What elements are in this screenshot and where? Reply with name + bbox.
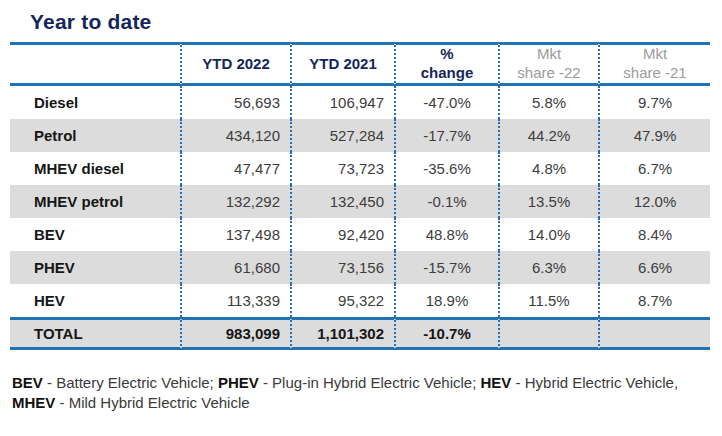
cell-ytd2022: 434,120 (180, 119, 290, 152)
cell-share22: 6.3% (498, 251, 598, 284)
cell-ytd2022: 113,339 (180, 284, 290, 317)
cell-ytd2021: 527,284 (290, 119, 394, 152)
footnote-text: - Battery Electric Vehicle; (43, 374, 218, 391)
cell-change: -17.7% (394, 119, 498, 152)
table-row: PHEV61,68073,156-15.7%6.3%6.6% (10, 251, 710, 284)
footnote-text: - Plug-in Hybrid Electric Vehicle; (259, 374, 481, 391)
header-mkt-share-22: Mkt share -22 (498, 42, 598, 86)
footnote-text: - Mild Hybrid Electric Vehicle (55, 394, 249, 411)
cell-share22: 5.8% (498, 86, 598, 119)
cell-ytd2021: 106,947 (290, 86, 394, 119)
ytd-table: YTD 2022 YTD 2021 % change Mkt share -22… (10, 42, 710, 350)
page: Year to date YTD 2022 YTD 2021 % change … (0, 0, 722, 414)
cell-ytd2022: 47,477 (180, 152, 290, 185)
cell-ytd2022: 61,680 (180, 251, 290, 284)
cell-change: -47.0% (394, 86, 498, 119)
header-pct-change: % change (394, 42, 498, 86)
footnotes: BEV - Battery Electric Vehicle; PHEV - P… (12, 373, 712, 414)
cell-share22: 4.8% (498, 152, 598, 185)
cell-ytd2022: 132,292 (180, 185, 290, 218)
cell-share21: 8.7% (598, 284, 710, 317)
cell-ytd2021: 73,156 (290, 251, 394, 284)
cell-share21: 12.0% (598, 185, 710, 218)
cell-label: MHEV petrol (10, 185, 180, 218)
cell-ytd2021: 92,420 (290, 218, 394, 251)
cell-share21: 6.6% (598, 251, 710, 284)
cell-label: Diesel (10, 86, 180, 119)
table-row: Diesel56,693106,947-47.0%5.8%9.7% (10, 86, 710, 119)
cell-label: HEV (10, 284, 180, 317)
table-row: HEV113,33995,32218.9%11.5%8.7% (10, 284, 710, 317)
cell-change: -35.6% (394, 152, 498, 185)
cell-label: BEV (10, 218, 180, 251)
cell-label: Petrol (10, 119, 180, 152)
cell-ytd2021: 132,450 (290, 185, 394, 218)
footnote-abbreviation: PHEV (218, 374, 259, 391)
header-ytd-2021: YTD 2021 (290, 42, 394, 86)
footnote-abbreviation: BEV (12, 374, 43, 391)
cell-change: 48.8% (394, 218, 498, 251)
table-row: BEV137,49892,42048.8%14.0%8.4% (10, 218, 710, 251)
header-ytd-2022: YTD 2022 (180, 42, 290, 86)
header-row: YTD 2022 YTD 2021 % change Mkt share -22… (10, 42, 710, 86)
cell-share21: 9.7% (598, 86, 710, 119)
cell-share21: 8.4% (598, 218, 710, 251)
cell-share22: 44.2% (498, 119, 598, 152)
table-row: MHEV petrol132,292132,450-0.1%13.5%12.0% (10, 185, 710, 218)
cell-label: PHEV (10, 251, 180, 284)
total-cell-ytd2021: 1,101,302 (290, 317, 394, 350)
total-row: TOTAL983,0991,101,302-10.7% (10, 317, 710, 350)
cell-change: -0.1% (394, 185, 498, 218)
cell-change: 18.9% (394, 284, 498, 317)
footnote-line-2: MHEV - Mild Hybrid Electric Vehicle (12, 393, 712, 413)
footnote-abbreviation: HEV (481, 374, 512, 391)
cell-ytd2022: 137,498 (180, 218, 290, 251)
total-cell-share21 (598, 317, 710, 350)
cell-share22: 13.5% (498, 185, 598, 218)
total-cell-label: TOTAL (10, 317, 180, 350)
total-cell-share22 (498, 317, 598, 350)
cell-share21: 6.7% (598, 152, 710, 185)
header-empty-corner (10, 42, 180, 86)
header-mkt-share-21: Mkt share -21 (598, 42, 710, 86)
cell-ytd2021: 73,723 (290, 152, 394, 185)
total-cell-change: -10.7% (394, 317, 498, 350)
footnote-line-1: BEV - Battery Electric Vehicle; PHEV - P… (12, 373, 712, 393)
page-title: Year to date (30, 10, 712, 34)
total-cell-ytd2022: 983,099 (180, 317, 290, 350)
table-row: Petrol434,120527,284-17.7%44.2%47.9% (10, 119, 710, 152)
cell-ytd2022: 56,693 (180, 86, 290, 119)
table-row: MHEV diesel47,47773,723-35.6%4.8%6.7% (10, 152, 710, 185)
footnote-text: - Hybrid Electric Vehicle, (511, 374, 678, 391)
cell-ytd2021: 95,322 (290, 284, 394, 317)
cell-share22: 11.5% (498, 284, 598, 317)
footnote-abbreviation: MHEV (12, 394, 55, 411)
cell-share21: 47.9% (598, 119, 710, 152)
cell-change: -15.7% (394, 251, 498, 284)
cell-label: MHEV diesel (10, 152, 180, 185)
cell-share22: 14.0% (498, 218, 598, 251)
